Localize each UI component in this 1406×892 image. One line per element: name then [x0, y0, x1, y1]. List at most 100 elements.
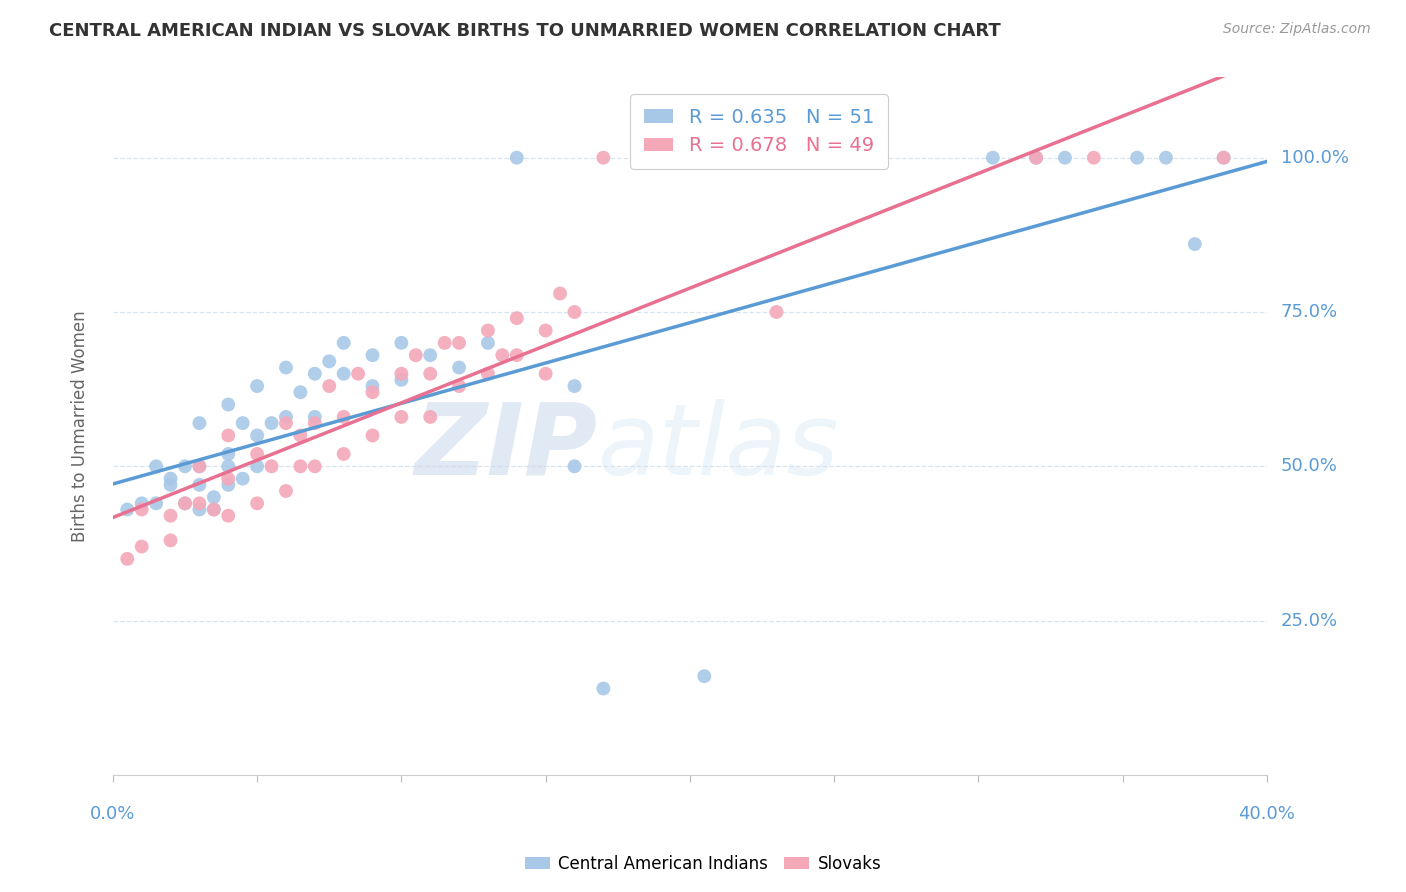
Point [202, 502, 225, 516]
Point [419, 409, 441, 424]
Point [274, 360, 297, 375]
Point [159, 508, 181, 523]
Point [260, 416, 283, 430]
Text: ZIP: ZIP [415, 399, 598, 496]
Point [332, 409, 354, 424]
Point [304, 416, 326, 430]
Point [318, 354, 340, 368]
Point [477, 335, 499, 350]
Point [564, 305, 586, 319]
Point [290, 385, 312, 400]
Point [246, 379, 269, 393]
Point [188, 459, 211, 474]
Point [159, 478, 181, 492]
Point [389, 373, 412, 387]
Point [202, 502, 225, 516]
Text: 25.0%: 25.0% [1281, 612, 1339, 630]
Point [274, 483, 297, 498]
Point [188, 459, 211, 474]
Point [389, 335, 412, 350]
Point [361, 385, 384, 400]
Point [534, 367, 557, 381]
Point [290, 428, 312, 442]
Text: 75.0%: 75.0% [1281, 303, 1339, 321]
Legend: R = 0.635   N = 51, R = 0.678   N = 49: R = 0.635 N = 51, R = 0.678 N = 49 [630, 95, 887, 169]
Point [1154, 151, 1177, 165]
Point [217, 398, 239, 412]
Point [491, 348, 513, 362]
Point [202, 490, 225, 504]
Point [117, 502, 139, 516]
Point [217, 459, 239, 474]
Point [506, 151, 529, 165]
Point [693, 669, 716, 683]
Point [145, 496, 167, 510]
Point [477, 367, 499, 381]
Point [131, 496, 153, 510]
Point [1083, 151, 1105, 165]
Point [131, 540, 153, 554]
Point [217, 447, 239, 461]
Legend: Central American Indians, Slovaks: Central American Indians, Slovaks [517, 848, 889, 880]
Point [1212, 151, 1234, 165]
Point [419, 367, 441, 381]
Point [1025, 151, 1047, 165]
Text: 50.0%: 50.0% [1281, 458, 1337, 475]
Point [361, 428, 384, 442]
Point [347, 367, 370, 381]
Point [274, 416, 297, 430]
Text: 0.0%: 0.0% [90, 805, 135, 823]
Point [449, 379, 471, 393]
Point [564, 459, 586, 474]
Point [117, 552, 139, 566]
Point [217, 428, 239, 442]
Point [1126, 151, 1149, 165]
Point [1212, 151, 1234, 165]
Point [318, 379, 340, 393]
Point [246, 459, 269, 474]
Point [246, 447, 269, 461]
Point [981, 151, 1004, 165]
Point [765, 305, 787, 319]
Point [433, 335, 456, 350]
Point [389, 409, 412, 424]
Point [592, 681, 614, 696]
Point [449, 335, 471, 350]
Point [174, 496, 197, 510]
Point [188, 416, 211, 430]
Point [477, 324, 499, 338]
Text: 40.0%: 40.0% [1239, 805, 1295, 823]
Point [217, 472, 239, 486]
Point [246, 428, 269, 442]
Point [548, 286, 571, 301]
Point [332, 447, 354, 461]
Point [188, 496, 211, 510]
Point [506, 348, 529, 362]
Point [304, 367, 326, 381]
Point [304, 409, 326, 424]
Point [332, 335, 354, 350]
Text: 100.0%: 100.0% [1281, 149, 1348, 167]
Point [145, 459, 167, 474]
Point [304, 459, 326, 474]
Point [361, 379, 384, 393]
Text: atlas: atlas [598, 399, 839, 496]
Point [232, 472, 254, 486]
Point [174, 496, 197, 510]
Text: CENTRAL AMERICAN INDIAN VS SLOVAK BIRTHS TO UNMARRIED WOMEN CORRELATION CHART: CENTRAL AMERICAN INDIAN VS SLOVAK BIRTHS… [49, 22, 1001, 40]
Point [564, 379, 586, 393]
Point [332, 367, 354, 381]
Point [274, 409, 297, 424]
Point [405, 348, 427, 362]
Point [174, 459, 197, 474]
Text: Source: ZipAtlas.com: Source: ZipAtlas.com [1223, 22, 1371, 37]
Point [246, 496, 269, 510]
Point [217, 478, 239, 492]
Point [449, 360, 471, 375]
Point [131, 502, 153, 516]
Point [188, 502, 211, 516]
Point [290, 459, 312, 474]
Point [159, 472, 181, 486]
Point [1053, 151, 1076, 165]
Point [217, 508, 239, 523]
